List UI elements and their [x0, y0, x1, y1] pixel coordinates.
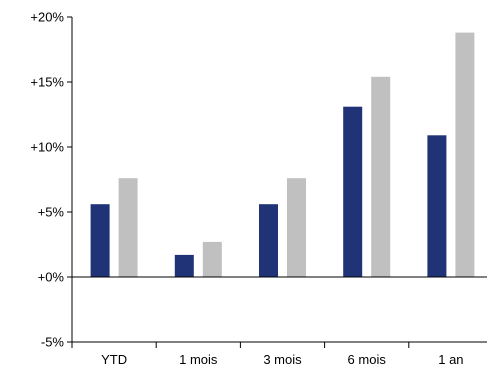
y-tick-label-5: -5% — [41, 335, 65, 350]
bar-series2-3 — [371, 76, 391, 277]
bar-series1-2 — [259, 204, 278, 277]
bar-series2-2 — [287, 178, 306, 277]
x-tick-label-4: 1 an — [438, 352, 463, 367]
bar-series1-3 — [343, 106, 363, 277]
bar-series1-4 — [427, 135, 447, 277]
bars-layer — [90, 32, 475, 277]
y-tick-label-0: +20% — [30, 10, 64, 25]
x-tick-label-0: YTD — [101, 352, 127, 367]
labels-layer: +20% +15% +10% +5% +0% -5% YTD 1 mois 3 mois 6 mo… — [30, 10, 463, 368]
bar-series2-0 — [118, 178, 138, 277]
y-tick-label-2: +10% — [30, 140, 64, 155]
x-tick-label-1: 1 mois — [179, 352, 218, 367]
y-tick-label-1: +15% — [30, 75, 64, 90]
x-tick-label-3: 6 mois — [348, 352, 387, 367]
y-tick-label-4: +0% — [38, 270, 65, 285]
y-tick-label-3: +5% — [38, 205, 65, 220]
bar-series2-4 — [455, 32, 475, 277]
bar-series2-1 — [202, 241, 222, 277]
bar-series1-0 — [90, 204, 110, 277]
bar-series1-1 — [174, 254, 194, 277]
axes-layer — [67, 16, 487, 348]
x-tick-label-2: 3 mois — [263, 352, 302, 367]
